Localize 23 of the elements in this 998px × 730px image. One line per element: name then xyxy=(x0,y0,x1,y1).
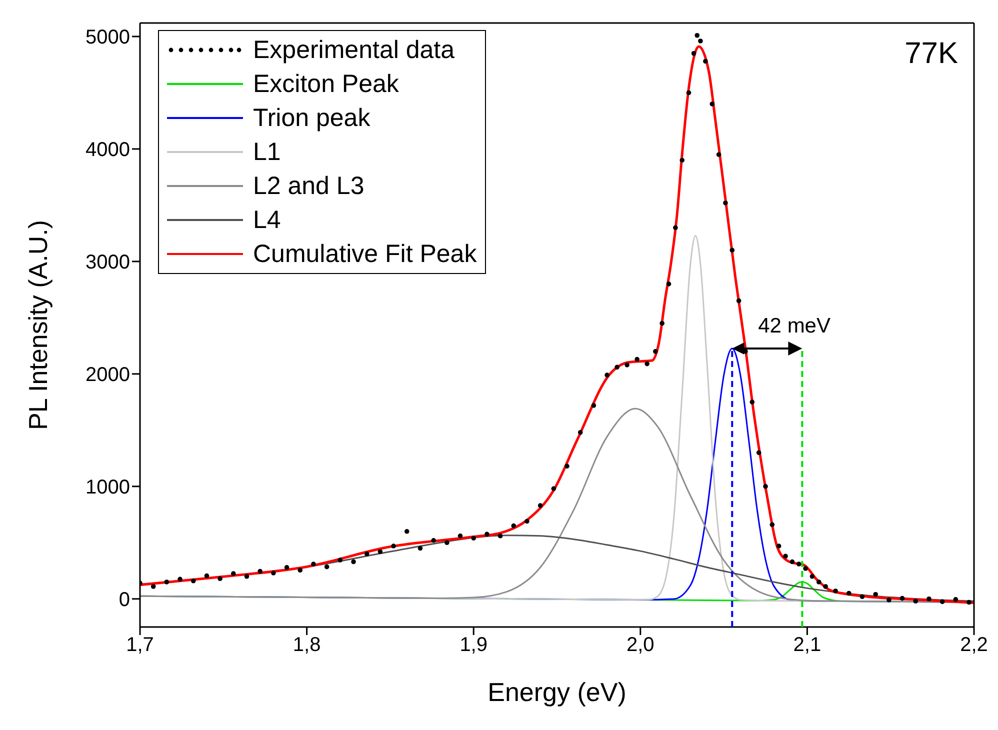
legend-label: Experimental data xyxy=(253,36,455,64)
y-tick-label: 4000 xyxy=(86,139,130,162)
legend-label: L4 xyxy=(253,206,281,234)
x-tick-label: 1,7 xyxy=(126,634,154,656)
annotation: 77K xyxy=(904,37,958,70)
x-tick-label: 1,9 xyxy=(460,634,488,656)
x-tick-label: 2,0 xyxy=(626,634,654,656)
y-tick-label: 3000 xyxy=(86,252,130,274)
legend-label: L1 xyxy=(253,138,281,166)
annotation: 42 meV xyxy=(758,314,831,338)
y-tick-label: 0 xyxy=(118,588,130,611)
legend-label: Cumulative Fit Peak xyxy=(253,240,477,268)
x-axis-title: Energy (eV) xyxy=(488,677,626,707)
x-tick-label: 2,2 xyxy=(960,634,988,656)
legend-label: L2 and L3 xyxy=(253,172,364,200)
x-tick-label: 2,1 xyxy=(793,634,822,656)
y-tick-label: 1000 xyxy=(86,476,130,499)
legend-label: Exciton Peak xyxy=(253,70,399,98)
y-axis-title: PL Intensity (A.U.) xyxy=(23,220,54,430)
y-tick-label: 2000 xyxy=(86,364,130,386)
x-tick-label: 1,8 xyxy=(292,634,321,656)
legend-label: Trion peak xyxy=(253,104,370,132)
y-tick-label: 5000 xyxy=(86,26,130,49)
